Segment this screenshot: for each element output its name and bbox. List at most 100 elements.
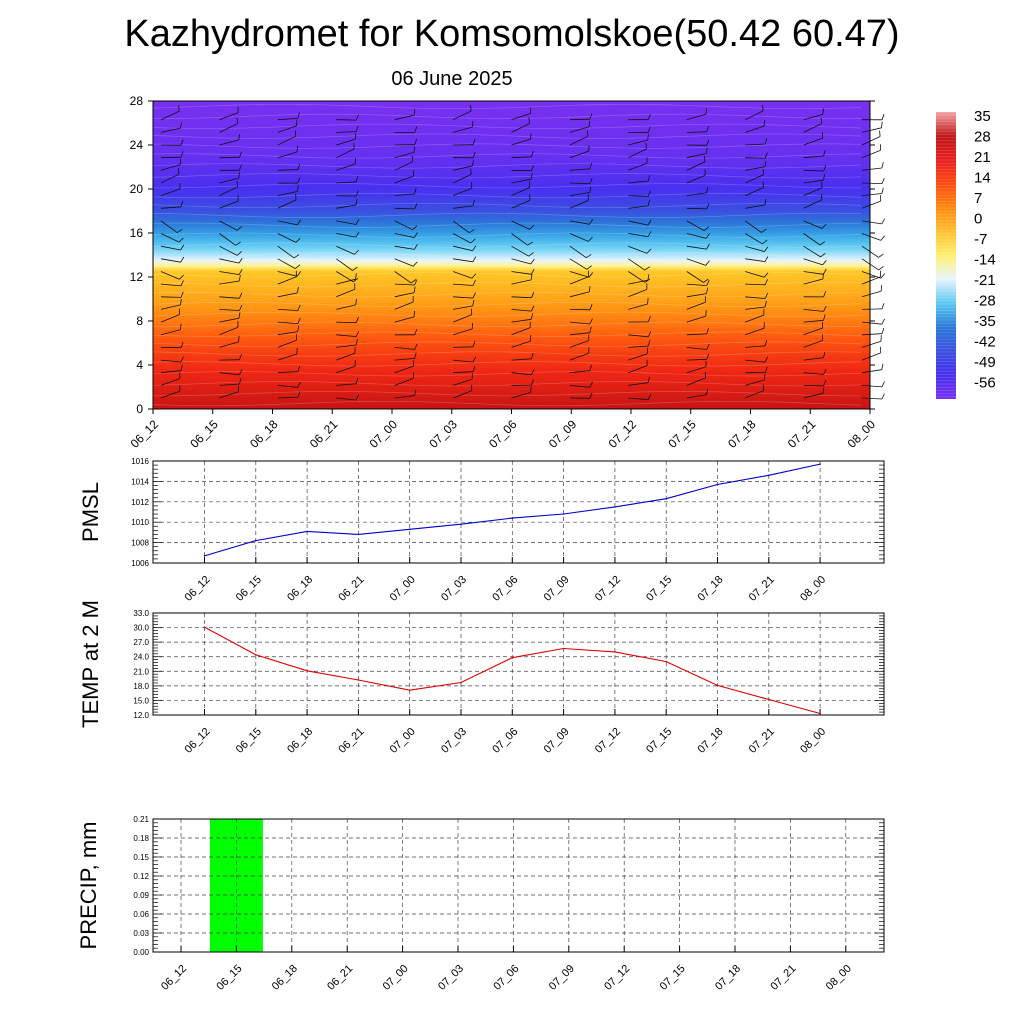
panel-frame (152, 612, 885, 716)
wind-barb-flag (239, 151, 242, 158)
ytick-label: 33.0 (133, 609, 149, 618)
wind-barb-flag (180, 356, 184, 363)
series-point (357, 533, 360, 536)
heatmap-contour (152, 123, 862, 129)
heatmap-xtick-label: 07_03 (426, 417, 460, 451)
wind-barb (452, 174, 472, 184)
wind-barb (628, 353, 648, 361)
wind-barb (861, 276, 881, 285)
wind-barb-flag (470, 238, 476, 244)
wind-barb-flag (472, 245, 477, 251)
heatmap-xtick-label: 07_00 (367, 417, 401, 451)
wind-barb (686, 271, 704, 283)
heatmap-xtick-label: 07_15 (665, 417, 699, 451)
wind-barb (277, 245, 295, 259)
wind-barb-flag (472, 256, 477, 262)
wind-barb (803, 114, 824, 121)
colorbar-label: -7 (974, 231, 987, 248)
wind-barb (452, 220, 470, 234)
wind-barb-flag (355, 298, 357, 305)
wind-barb-flag (703, 226, 710, 231)
wind-barb (453, 165, 473, 171)
wind-barb (628, 334, 649, 338)
wind-barb-flag (821, 223, 827, 229)
xtick-label: 07_09 (542, 574, 572, 604)
colorbar-label: 21 (974, 149, 991, 166)
wind-barb (394, 175, 414, 184)
wind-barb (452, 187, 472, 196)
wind-barbs (160, 104, 886, 401)
xtick-label: 07_12 (593, 574, 623, 604)
wind-barb (569, 182, 590, 184)
wind-barb (453, 346, 474, 348)
wind-barb (453, 283, 474, 286)
wind-barb-flag (823, 369, 827, 375)
colorbar: 35 28 21 14 7 0 -7 -14 -21 -28 -35 -42 -49 -56 (936, 108, 996, 399)
wind-barb-flag (706, 203, 710, 210)
wind-barb (861, 352, 881, 361)
precip-panel: 0.00 0.03 0.06 0.09 0.12 0.15 0.18 0.21 06_12 06_… (76, 815, 885, 993)
wind-barb-flag (530, 386, 532, 393)
wind-barb (453, 371, 474, 374)
xtick-label: 07_09 (547, 963, 577, 993)
colorbar-label: -49 (974, 354, 996, 371)
wind-barb-flag (470, 168, 472, 175)
wind-barb-flag (647, 175, 651, 182)
heatmap-contour (152, 133, 862, 139)
wind-barb-flag (176, 228, 183, 233)
wind-barb (511, 178, 532, 184)
wind-barb (336, 344, 357, 348)
wind-barb (277, 397, 298, 399)
wind-barb-flag (180, 200, 184, 207)
heatmap-contour (152, 163, 862, 169)
heatmap-contour (152, 381, 862, 387)
wind-barb (160, 188, 181, 196)
wind-barb-flag (414, 203, 418, 210)
wind-barb-flag (820, 117, 822, 124)
colorbar-label: 14 (974, 170, 991, 187)
wind-barb-flag (531, 369, 535, 375)
wind-barb-flag (647, 316, 651, 323)
series-point (306, 670, 308, 672)
series-point (357, 679, 360, 681)
wind-barb-flag (180, 364, 183, 371)
wind-barb (160, 314, 180, 323)
wind-barb-flag (414, 352, 417, 359)
xtick-label: 07_03 (439, 726, 469, 756)
wind-barb-flag (178, 168, 180, 175)
wind-barb (745, 204, 765, 209)
ytick-label: 21.0 (133, 667, 149, 676)
wind-barb (277, 371, 298, 374)
colorbar-strip (936, 112, 956, 399)
wind-barb (686, 233, 707, 239)
wind-barb-flag (878, 266, 884, 271)
wind-barb (452, 314, 472, 323)
wind-barb (686, 153, 707, 159)
wind-barb (861, 321, 882, 325)
wind-barb-flag (353, 277, 359, 283)
wind-barb-flag (820, 252, 826, 258)
wind-barb-flag (413, 232, 418, 238)
series-point (614, 506, 616, 508)
wind-barb (628, 139, 648, 146)
wind-barb-flag (529, 225, 535, 230)
wind-barb (745, 359, 766, 363)
yaxis-title: PMSL (78, 482, 103, 542)
wind-barb-flag (706, 139, 710, 146)
wind-barb (453, 205, 473, 209)
wind-barb-flag (586, 254, 592, 259)
series-point (306, 530, 308, 533)
wind-barb (336, 138, 356, 146)
wind-barb-flag (531, 164, 535, 171)
wind-barb-flag (762, 239, 768, 245)
heatmap-ytick-label: 20 (130, 182, 144, 196)
wind-barb (745, 258, 766, 262)
wind-barb (803, 179, 824, 184)
wind-barb (336, 304, 356, 310)
wind-barb (160, 329, 181, 336)
wind-barb (861, 136, 881, 146)
wind-barb (628, 365, 648, 374)
wind-barb (160, 271, 180, 280)
wind-barb (277, 233, 296, 243)
